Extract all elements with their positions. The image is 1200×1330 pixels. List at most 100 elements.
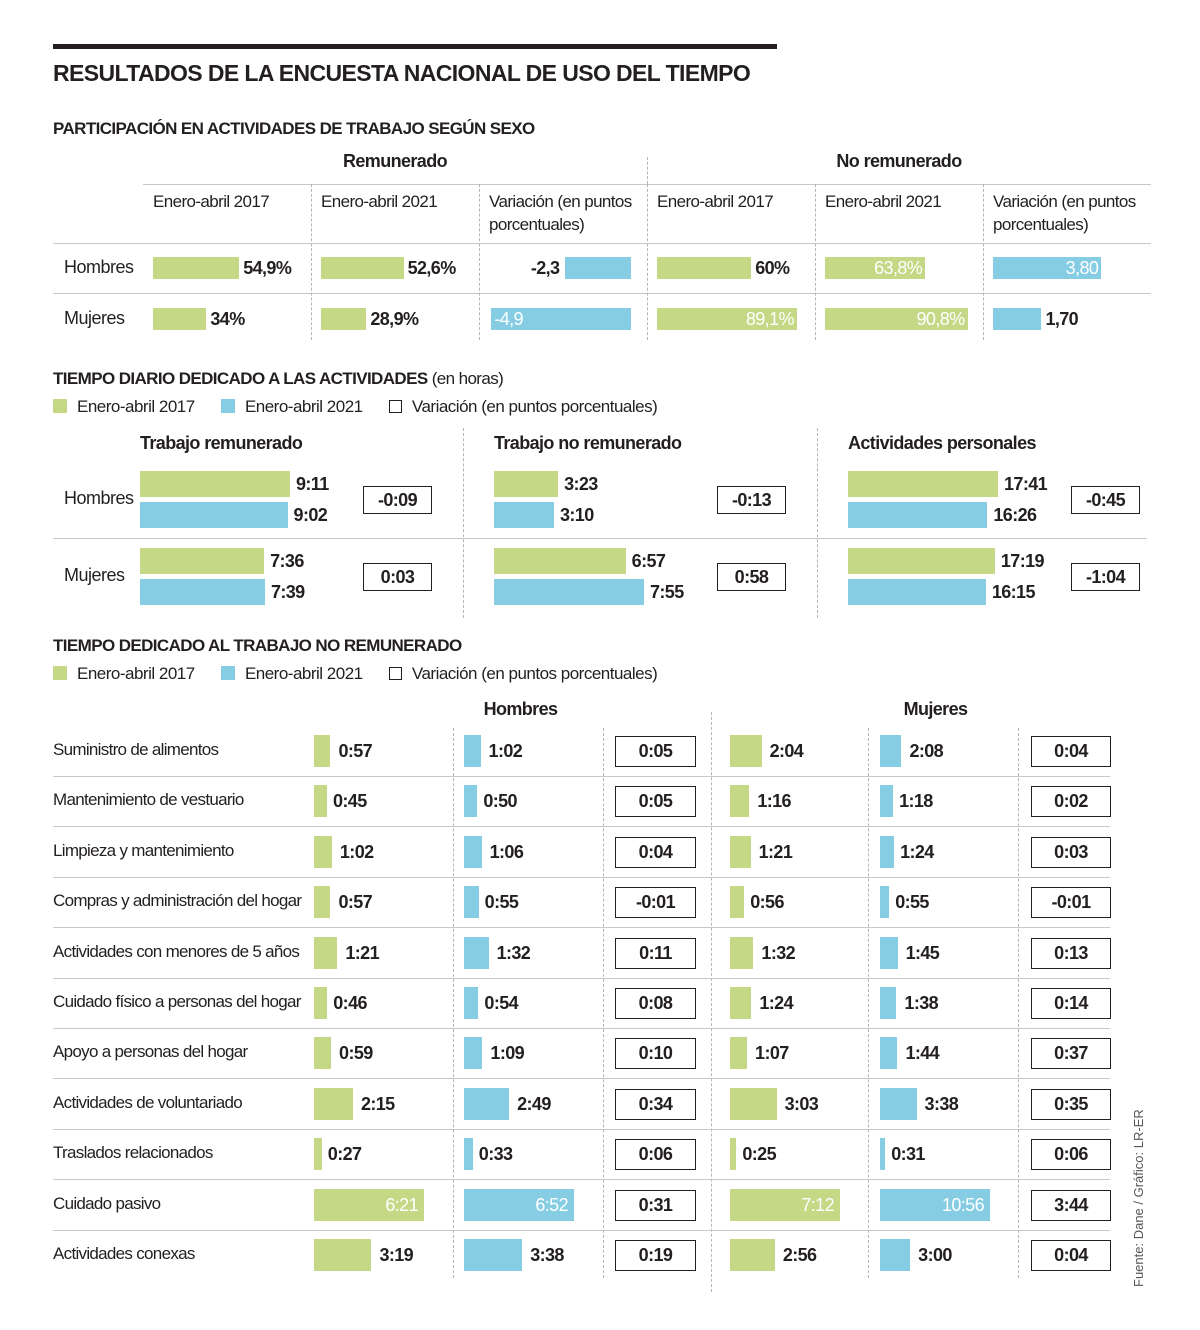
row-rule — [53, 1078, 1110, 1080]
bar-variation — [993, 257, 1102, 279]
legend-section2: Enero-abril 2017 Enero-abril 2021 Variac… — [53, 397, 679, 417]
group-divider — [647, 157, 648, 184]
group-divider — [817, 428, 818, 618]
legend-swatch-2017 — [53, 666, 67, 680]
bar-2017 — [848, 471, 998, 497]
bar-2017-hombres — [314, 1188, 424, 1221]
row-rule — [53, 776, 1110, 777]
column-divider — [311, 184, 312, 340]
value-label: 1:06 — [489, 841, 524, 862]
value-label: 0:33 — [478, 1144, 513, 1165]
bar-2017 — [140, 548, 265, 574]
bar-2017 — [657, 308, 797, 330]
legend-label-variation: Variación (en puntos porcentuales) — [411, 397, 658, 416]
value-label: 0:50 — [483, 791, 517, 812]
value-label: 90,8% — [916, 309, 966, 329]
value-label: 0:45 — [332, 791, 367, 812]
group-header: Hombres — [483, 699, 558, 719]
row-label: Cuidado físico a personas del hogar — [53, 992, 301, 1011]
row-rule — [53, 1128, 1110, 1130]
row-label: Actividades de voluntariado — [53, 1092, 243, 1112]
variation-box: -0:45 — [1071, 486, 1140, 514]
value-label: -4,9 — [494, 309, 523, 329]
bar-2021-mujeres — [880, 886, 890, 919]
bar-2021 — [321, 308, 367, 330]
value-label: 16:15 — [991, 582, 1036, 602]
bar-2021-hombres — [464, 1087, 510, 1120]
row-rule — [53, 243, 1151, 244]
value-label: 2:56 — [782, 1245, 817, 1265]
value-label: 0:31 — [891, 1144, 925, 1165]
legend-item-variation: Variación (en puntos porcentuales) — [388, 397, 658, 416]
value-label: 6:57 — [631, 551, 666, 571]
column-divider — [815, 184, 816, 340]
value-label: 0:27 — [327, 1144, 362, 1165]
value-label: 9:11 — [296, 474, 329, 494]
value-label: 7:36 — [270, 551, 304, 571]
row-label: Traslados relacionados — [53, 1143, 213, 1163]
legend-item-2017: Enero-abril 2017 — [53, 397, 195, 416]
row-rule — [53, 1229, 1110, 1231]
legend-label-2021: Enero-abril 2021 — [244, 397, 363, 416]
bar-2017-mujeres — [730, 987, 752, 1019]
variation-box-mujeres: 0:14 — [1031, 988, 1111, 1019]
bar-2017-mujeres — [730, 886, 745, 919]
value-label: 1:18 — [899, 791, 933, 812]
variation-box-mujeres: 0:35 — [1031, 1088, 1111, 1120]
bar-2017-hombres — [314, 1138, 322, 1171]
bar-2017-mujeres — [730, 1037, 748, 1070]
value-label: 1:02 — [488, 741, 523, 761]
value-label: 1:38 — [904, 993, 939, 1013]
value-label: 0:55 — [895, 892, 929, 913]
legend-swatch-variation — [388, 400, 402, 413]
column-header: Variación (en puntos porcentuales) — [489, 192, 632, 234]
column-divider — [603, 728, 604, 1278]
bar-2017 — [494, 548, 626, 574]
row-label: Mujeres — [64, 565, 125, 585]
bar-2017-hombres — [314, 886, 331, 919]
value-label: 89,1% — [745, 309, 795, 329]
value-label: 1:45 — [905, 942, 940, 963]
bar-2017-hombres — [314, 987, 328, 1019]
column-header: Enero-abril 2017 — [657, 192, 774, 211]
section2-title-text: TIEMPO DIARIO DEDICADO A LAS ACTIVIDADES — [53, 369, 428, 388]
column-divider — [983, 184, 984, 340]
bar-2021-hombres — [464, 886, 479, 919]
value-label: 7:12 — [801, 1194, 834, 1215]
value-label: 0:56 — [750, 892, 784, 913]
row-rule — [53, 538, 1147, 539]
value-label: 0:55 — [484, 892, 519, 913]
value-label: 3:03 — [784, 1093, 819, 1114]
value-label: 1:32 — [496, 942, 531, 963]
bar-2017-mujeres — [730, 1138, 737, 1171]
legend-item-variation: Variación (en puntos porcentuales) — [388, 664, 658, 683]
bar-2017-hombres — [314, 1037, 332, 1070]
variation-box-hombres: 0:10 — [615, 1038, 696, 1070]
bar-2017-mujeres — [730, 785, 750, 818]
value-label: 0:59 — [339, 1043, 373, 1064]
value-label: 16:26 — [993, 505, 1037, 525]
value-label: 7:55 — [650, 582, 684, 602]
group-header: No remunerado — [836, 151, 962, 171]
value-label: 1:24 — [759, 993, 794, 1013]
group-header: Trabajo remunerado — [140, 433, 303, 453]
row-label: Limpieza y mantenimiento — [53, 840, 234, 860]
group-header: Actividades personales — [848, 433, 1036, 453]
variation-box-hombres: 0:08 — [615, 988, 696, 1019]
value-label: 1:21 — [345, 942, 380, 963]
bar-2017-mujeres — [730, 1087, 777, 1120]
column-divider — [479, 184, 480, 340]
bar-2021-hombres — [464, 1188, 574, 1221]
section2-title: TIEMPO DIARIO DEDICADO A LAS ACTIVIDADES… — [53, 369, 504, 389]
value-label: 0:57 — [338, 741, 373, 761]
column-header: Variación (en puntos porcentuales) — [993, 192, 1136, 234]
legend-section3: Enero-abril 2017 Enero-abril 2021 Variac… — [53, 664, 679, 684]
section3-title: TIEMPO DEDICADO AL TRABAJO NO REMUNERADO — [53, 636, 462, 655]
variation-box-hombres: -0:01 — [615, 887, 696, 919]
variation-box-mujeres: 0:06 — [1031, 1139, 1111, 1171]
bar-2021 — [825, 308, 968, 330]
bar-2021 — [825, 257, 926, 279]
bar-2021 — [494, 502, 554, 528]
bar-2021-hombres — [464, 987, 479, 1019]
value-label: 6:21 — [385, 1194, 418, 1215]
